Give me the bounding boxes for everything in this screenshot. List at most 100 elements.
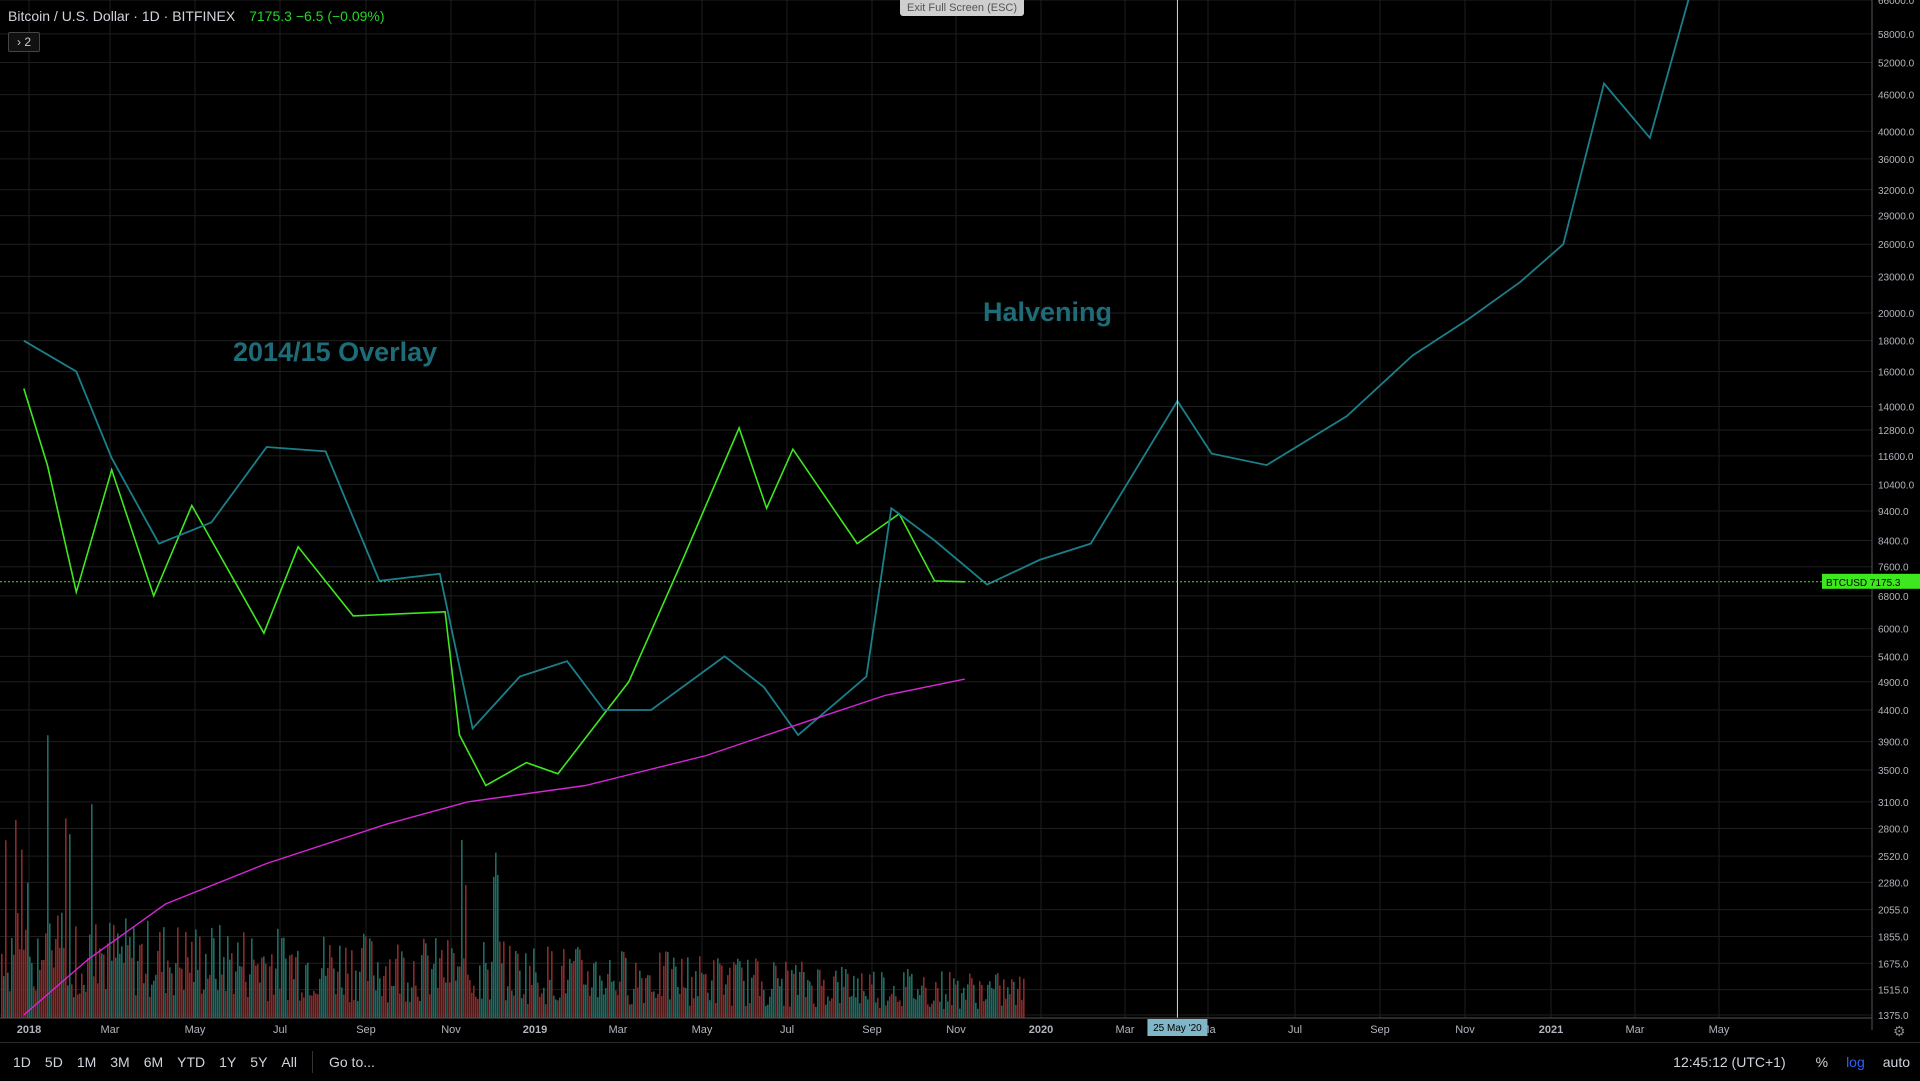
range-button-5y[interactable]: 5Y (250, 1054, 268, 1070)
volume-bar (505, 1000, 507, 1018)
interval-label[interactable]: 1D (141, 8, 160, 24)
volume-bar (53, 967, 55, 1018)
symbol-name[interactable]: Bitcoin / U.S. Dollar (8, 8, 130, 24)
range-button-5d[interactable]: 5D (44, 1054, 63, 1070)
volume-bar (1019, 976, 1021, 1018)
y-tick-label: 40000.0 (1878, 127, 1915, 138)
volume-bar (1005, 998, 1007, 1018)
volume-bar (955, 984, 957, 1018)
series-line-1 (23, 0, 1690, 737)
volume-bar (183, 989, 185, 1018)
volume-bar (393, 985, 395, 1018)
volume-bar (285, 958, 287, 1018)
range-button-ytd[interactable]: YTD (177, 1054, 206, 1070)
volume-bar (333, 968, 335, 1018)
volume-bar (907, 969, 909, 1018)
volume-bar (69, 834, 71, 1018)
volume-bar (427, 955, 429, 1018)
volume-bar (741, 967, 743, 1018)
price-axis-label: BTCUSD 7175.3 (1822, 573, 1920, 589)
price-change: −6.5 (−0.09%) (295, 8, 385, 24)
volume-bar (575, 949, 577, 1018)
volume-bar (635, 962, 637, 1018)
volume-bar (909, 976, 911, 1018)
volume-bar (949, 972, 951, 1018)
volume-bar (855, 997, 857, 1018)
chevron-right-icon: › (16, 35, 25, 49)
volume-bar (179, 967, 181, 1018)
volume-bar (623, 952, 625, 1018)
volume-bar (161, 971, 163, 1018)
range-button-1y[interactable]: 1Y (219, 1054, 237, 1070)
volume-bar (89, 934, 91, 1018)
x-tick-label: 2019 (523, 1024, 547, 1036)
volume-bar (675, 966, 677, 1018)
volume-bar (797, 994, 799, 1018)
volume-bar (249, 974, 251, 1018)
volume-bar (1, 953, 3, 1018)
volume-bar (125, 918, 127, 1018)
expand-toggle-button[interactable]: › 2 (8, 32, 40, 52)
volume-bar (775, 965, 777, 1018)
volume-bar (895, 996, 897, 1018)
x-tick-label: Sep (862, 1024, 882, 1036)
volume-bar (911, 973, 913, 1018)
volume-bar (933, 1000, 935, 1018)
exit-fullscreen-button[interactable]: Exit Full Screen (ESC) (900, 0, 1024, 16)
volume-bar (163, 927, 165, 1018)
volume-bar (37, 938, 39, 1018)
volume-bar (219, 925, 221, 1018)
halvening-annotation[interactable]: Halvening (983, 297, 1113, 327)
clock-timezone[interactable]: 12:45:12 (UTC+1) (1673, 1054, 1786, 1070)
goto-button[interactable]: Go to... (328, 1054, 375, 1070)
volume-bar (585, 984, 587, 1018)
volume-bar (715, 1002, 717, 1018)
volume-bar (559, 997, 561, 1018)
log-toggle[interactable]: log (1846, 1054, 1865, 1070)
volume-bar (5, 840, 7, 1018)
volume-bar (913, 998, 915, 1018)
range-button-1m[interactable]: 1M (76, 1054, 97, 1070)
volume-bar (453, 953, 455, 1018)
volume-bar (383, 975, 385, 1018)
volume-bar (535, 972, 537, 1018)
y-tick-label: 8400.0 (1878, 536, 1909, 547)
volume-bar (501, 963, 503, 1018)
volume-bar (827, 996, 829, 1018)
volume-bar (657, 993, 659, 1018)
auto-toggle[interactable]: auto (1882, 1054, 1910, 1070)
volume-bar (175, 963, 177, 1018)
volume-bar (27, 882, 29, 1018)
range-button-1d[interactable]: 1D (13, 1054, 31, 1070)
volume-bar (523, 994, 525, 1018)
x-tick-label: Mar (1626, 1024, 1645, 1036)
range-button-3m[interactable]: 3M (110, 1054, 130, 1070)
volume-bar (165, 993, 167, 1018)
y-tick-label: 9400.0 (1878, 507, 1909, 518)
percent-toggle[interactable]: % (1815, 1054, 1829, 1070)
volume-bar (839, 1003, 841, 1018)
volume-bar (953, 978, 955, 1018)
volume-bar (725, 984, 727, 1018)
volume-bar (639, 970, 641, 1018)
volume-bar (381, 996, 383, 1018)
crosshair-date-text: 25 May '20 (1153, 1023, 1202, 1034)
x-tick-label: 2020 (1029, 1024, 1053, 1036)
volume-bar (257, 964, 259, 1018)
volume-bar (771, 988, 773, 1018)
x-tick-label: Nov (946, 1024, 966, 1036)
volume-bar (539, 996, 541, 1018)
overlay-annotation[interactable]: 2014/15 Overlay (233, 337, 438, 367)
volume-bar (653, 991, 655, 1018)
volume-bar (561, 965, 563, 1018)
volume-bar (221, 974, 223, 1018)
range-button-6m[interactable]: 6M (143, 1054, 164, 1070)
volume-bar (551, 951, 553, 1018)
range-button-all[interactable]: All (281, 1054, 297, 1070)
price-chart[interactable]: 66000.0 58000.0 52000.0 46000.0 40000.0 36000… (0, 0, 1920, 1040)
volume-bar (117, 933, 119, 1018)
volume-bar (601, 980, 603, 1018)
volume-bar (499, 941, 501, 1018)
volume-bar (461, 840, 463, 1018)
volume-bar (335, 994, 337, 1018)
